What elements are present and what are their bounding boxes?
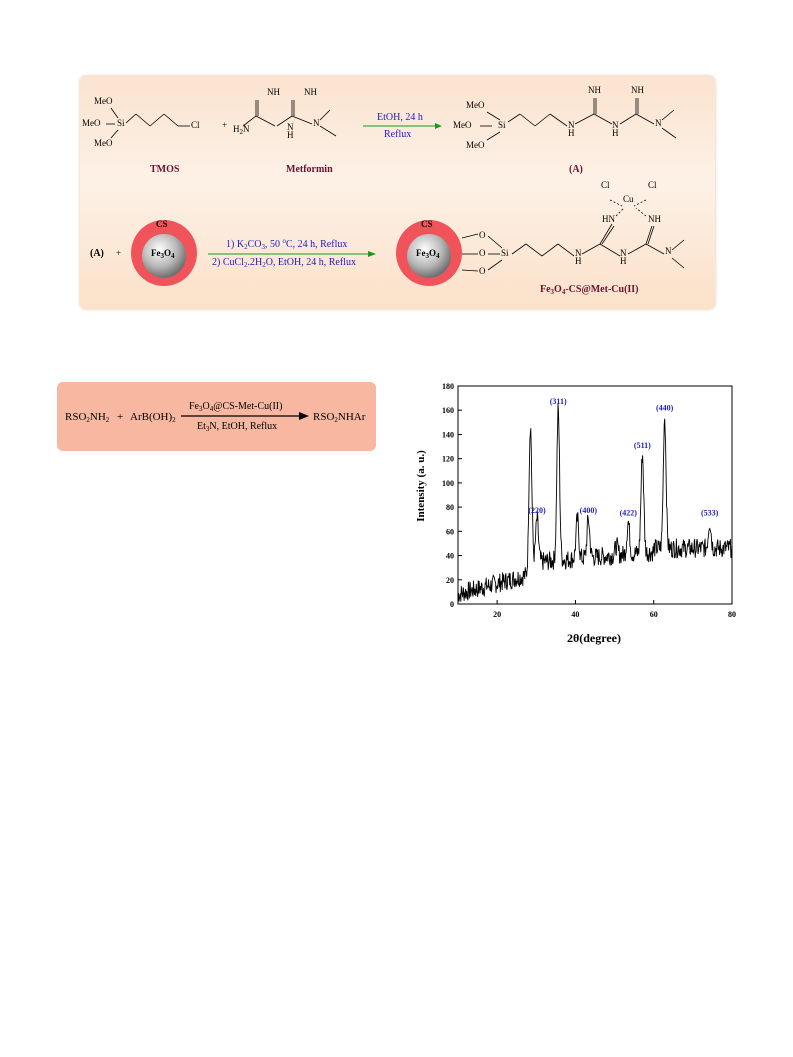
metformin-label: Metformin xyxy=(286,164,333,175)
step2-condition-1: 1) K2CO3, 50 oC, 24 h, Reflux xyxy=(226,237,348,251)
atom-si-1: Si xyxy=(117,118,125,128)
cs-label-left: CS xyxy=(156,219,168,229)
atom-cl-3: Cl xyxy=(648,180,657,190)
x-tick-label: 60 xyxy=(650,610,658,619)
peak-label: (311) xyxy=(550,397,567,406)
y-tick-label: 180 xyxy=(442,382,454,391)
core-label-left: Fe3O4 xyxy=(151,248,175,260)
atom-nh-3: NH xyxy=(588,85,601,95)
atom-nh-2: NH xyxy=(304,87,317,97)
y-tick-label: 80 xyxy=(446,503,454,512)
cs-label-right: CS xyxy=(421,219,433,229)
step2-condition-2: 2) CuCl2.2H2O, EtOH, 24 h, Reflux xyxy=(212,257,356,269)
product-a-label: (A) xyxy=(569,164,583,175)
atom-meo-6: MeO xyxy=(466,140,485,150)
atom-n-6: N xyxy=(575,248,582,258)
y-tick-label: 0 xyxy=(450,600,454,609)
atom-meo-2: MeO xyxy=(82,118,101,128)
reactant-sulfonamide: RSO2NH2 xyxy=(65,411,110,424)
y-tick-label: 140 xyxy=(442,430,454,439)
atom-si-2: Si xyxy=(498,120,506,130)
peak-label: (511) xyxy=(634,441,651,450)
atom-meo-5: MeO xyxy=(453,120,472,130)
atom-meo-4: MeO xyxy=(466,100,485,110)
xrd-chart-svg: 0 20 40 60 80 100 120 140 160 180 20 40 60 80 (220) (3… xyxy=(415,382,736,645)
y-tick-label: 100 xyxy=(442,479,454,488)
tmos-label: TMOS xyxy=(150,164,180,175)
y-tick-label: 40 xyxy=(446,552,454,561)
atom-cl-2: Cl xyxy=(601,180,610,190)
peak-label: (440) xyxy=(656,403,674,412)
step1-condition-1: EtOH, 24 h xyxy=(377,112,423,123)
fe3o4-core-left xyxy=(142,234,186,278)
atom-h-1: H xyxy=(287,130,294,140)
atom-h2n: H2N xyxy=(233,124,250,136)
atom-h-3: H xyxy=(612,128,619,138)
peak-label: (422) xyxy=(620,509,638,518)
product-label: RSO2NHAr xyxy=(313,411,366,424)
reactant-a-label: (A) xyxy=(90,248,104,259)
x-tick-label: 80 xyxy=(728,610,736,619)
xrd-chart: 0 20 40 60 80 100 120 140 160 180 20 40 60 80 (220) (3… xyxy=(408,376,740,648)
y-tick-label: 120 xyxy=(442,455,454,464)
atom-nh-1: NH xyxy=(267,87,280,97)
atom-n-7: N xyxy=(620,248,627,258)
scheme1-panel: MeO MeO MeO Si Cl + NH NH H2N N H N EtOH… xyxy=(80,76,715,309)
plus-1: + xyxy=(222,120,228,130)
y-tick-label: 160 xyxy=(442,406,454,415)
peak-label: (533) xyxy=(701,509,719,518)
atom-o-3: O xyxy=(479,266,486,276)
scheme2-panel: RSO2NH2 + ArB(OH)2 Fe3O4@CS-Met-Cu(II) E… xyxy=(57,382,376,451)
plot-frame xyxy=(457,385,733,605)
scheme1-structures xyxy=(106,98,685,286)
conditions-label: Et3N, EtOH, Reflux xyxy=(197,421,278,433)
reactant-boronic-acid: ArB(OH)2 xyxy=(130,411,176,424)
peak-label: (220) xyxy=(528,506,546,515)
fe3o4-core-right xyxy=(407,234,451,278)
atom-n-8: N xyxy=(665,246,672,256)
atom-si-3: Si xyxy=(501,248,509,258)
atom-n-3: N xyxy=(568,120,575,130)
atom-h-4: H xyxy=(575,256,582,266)
final-product-label: Fe3O4-CS@Met-Cu(II) xyxy=(540,284,639,296)
atom-n-2: N xyxy=(313,118,320,128)
y-tick-label: 60 xyxy=(446,527,454,536)
atom-cl-1: Cl xyxy=(191,120,200,130)
atom-meo-1: MeO xyxy=(94,96,113,106)
catalyst-label: Fe3O4@CS-Met-Cu(II) xyxy=(189,401,283,413)
x-tick-label: 20 xyxy=(493,610,501,619)
xrd-trace xyxy=(457,403,733,602)
peak-label: (400) xyxy=(580,506,598,515)
plus-2: + xyxy=(116,248,122,258)
y-axis-label: Intensity (a. u.) xyxy=(415,450,427,522)
atom-h-5: H xyxy=(620,256,627,266)
atom-h-2: H xyxy=(568,128,575,138)
atom-hn: HN xyxy=(602,214,615,224)
core-label-right: Fe3O4 xyxy=(416,248,440,260)
scheme2-arrow xyxy=(181,412,309,420)
x-axis-label: 2θ(degree) xyxy=(567,631,621,645)
atom-n-5: N xyxy=(655,118,662,128)
plus-3: + xyxy=(117,411,124,423)
atom-meo-3: MeO xyxy=(94,138,113,148)
step1-condition-2: Reflux xyxy=(384,129,412,140)
y-tick-label: 20 xyxy=(446,576,454,585)
atom-o-2: O xyxy=(479,248,486,258)
atom-cu: Cu xyxy=(623,194,634,204)
atom-n-1: N xyxy=(287,122,294,132)
atom-n-4: N xyxy=(612,120,619,130)
x-tick-label: 40 xyxy=(571,610,579,619)
atom-o-1: O xyxy=(479,230,486,240)
atom-nh-5: NH xyxy=(648,214,661,224)
atom-nh-4: NH xyxy=(631,85,644,95)
